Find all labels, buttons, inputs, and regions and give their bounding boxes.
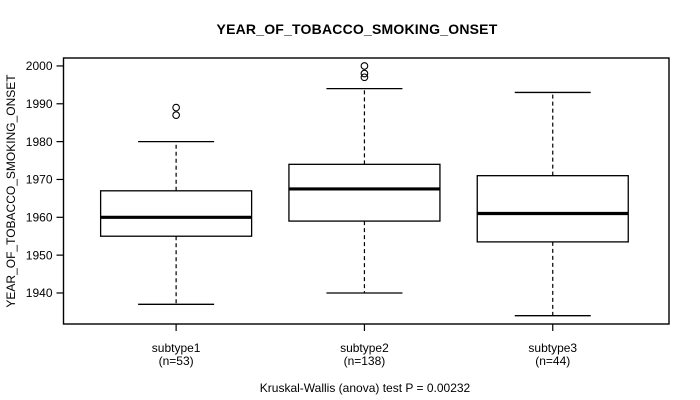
chart-title: YEAR_OF_TOBACCO_SMOKING_ONSET <box>216 21 498 37</box>
x-category-count-label: (n=138) <box>344 354 386 368</box>
y-axis-title: YEAR_OF_TOBACCO_SMOKING_ONSET <box>4 74 18 308</box>
y-tick-label: 1980 <box>26 135 53 149</box>
plot-border <box>62 57 670 325</box>
outlier-point <box>360 69 369 78</box>
y-tick-label: 1960 <box>26 210 53 224</box>
iqr-box <box>476 175 629 243</box>
iqr-box <box>288 163 441 222</box>
outlier-point <box>172 103 180 112</box>
x-category-count-label: (n=53) <box>159 354 194 368</box>
x-category-count-label: (n=44) <box>535 354 570 368</box>
y-tick-label: 1970 <box>26 173 53 187</box>
x-category-label: subtype3 <box>528 341 577 355</box>
y-tick-label: 1940 <box>26 286 53 300</box>
iqr-box <box>99 190 253 237</box>
y-tick-label: 2000 <box>26 59 53 73</box>
stat-test-caption: Kruskal-Wallis (anova) test P = 0.00232 <box>259 381 471 395</box>
x-category-label: subtype1 <box>152 341 201 355</box>
outlier-point <box>360 62 369 70</box>
y-tick-label: 1990 <box>26 97 53 111</box>
y-tick-label: 1950 <box>26 248 53 262</box>
x-category-label: subtype2 <box>340 341 389 355</box>
outlier-point <box>360 73 369 82</box>
outlier-point <box>172 111 180 119</box>
